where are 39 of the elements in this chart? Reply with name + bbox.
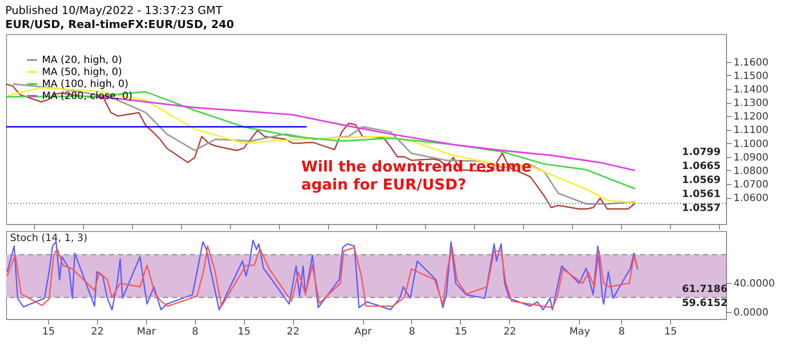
y-tick-label: 40.0000: [734, 278, 775, 290]
annotation: 1.0799: [682, 147, 721, 158]
x-tick-label: May: [569, 326, 590, 338]
annotation: 1.0557: [682, 203, 721, 214]
x-tick-label: 15: [238, 326, 251, 338]
y-tick-label: 1.0900: [734, 152, 768, 164]
x-tick-label: Apr: [354, 326, 373, 338]
y-tick-label: 1.1000: [734, 138, 768, 150]
chart-title: Published 10/May/2022 - 13:37:23 GMT: [5, 4, 223, 17]
y-tick-label: 1.0600: [734, 193, 768, 204]
x-tick-label: 8: [192, 326, 198, 338]
x-tick-label: 15: [664, 326, 677, 338]
x-tick-label: 8: [408, 326, 416, 338]
chart-title: Stoch (14, 1, 3): [10, 233, 88, 244]
y-tick-label: 0.0000: [734, 307, 768, 318]
annotation: 1.0561: [682, 189, 721, 200]
x-tick-label: 22: [91, 326, 104, 338]
x-tick-label: 22: [286, 326, 300, 338]
annotation: 59.6152: [682, 298, 728, 309]
y-tick-label: 1.0800: [734, 166, 768, 177]
x-tick-label: 8: [618, 326, 625, 338]
annotation: 1.0569: [682, 175, 721, 186]
annotation: 1.0665: [682, 161, 721, 172]
x-tick-label: 22: [503, 326, 516, 338]
annotation: 61.7186: [682, 284, 728, 295]
legend-label: MA (20, high, 0): [42, 55, 122, 66]
x-tick-label: 15: [42, 326, 55, 338]
y-tick-label: 1.1300: [734, 98, 768, 110]
y-tick-label: 1.1100: [734, 125, 768, 136]
x-tick-label: 15: [454, 326, 468, 338]
y-tick-label: 1.1600: [734, 57, 768, 68]
x-tick-label: Mar: [136, 326, 157, 338]
chart-subtitle: EUR/USD, Real-timeFX:EUR/USD, 240: [5, 18, 234, 31]
y-tick-label: 1.1200: [734, 112, 768, 123]
y-tick-label: 1.0700: [734, 179, 768, 190]
y-tick-label: 1.1500: [734, 70, 768, 82]
legend-label: MA (100, high, 0): [42, 79, 129, 90]
legend-label: MA (50, high, 0): [42, 67, 122, 78]
y-tick-label: 1.1400: [734, 84, 768, 96]
